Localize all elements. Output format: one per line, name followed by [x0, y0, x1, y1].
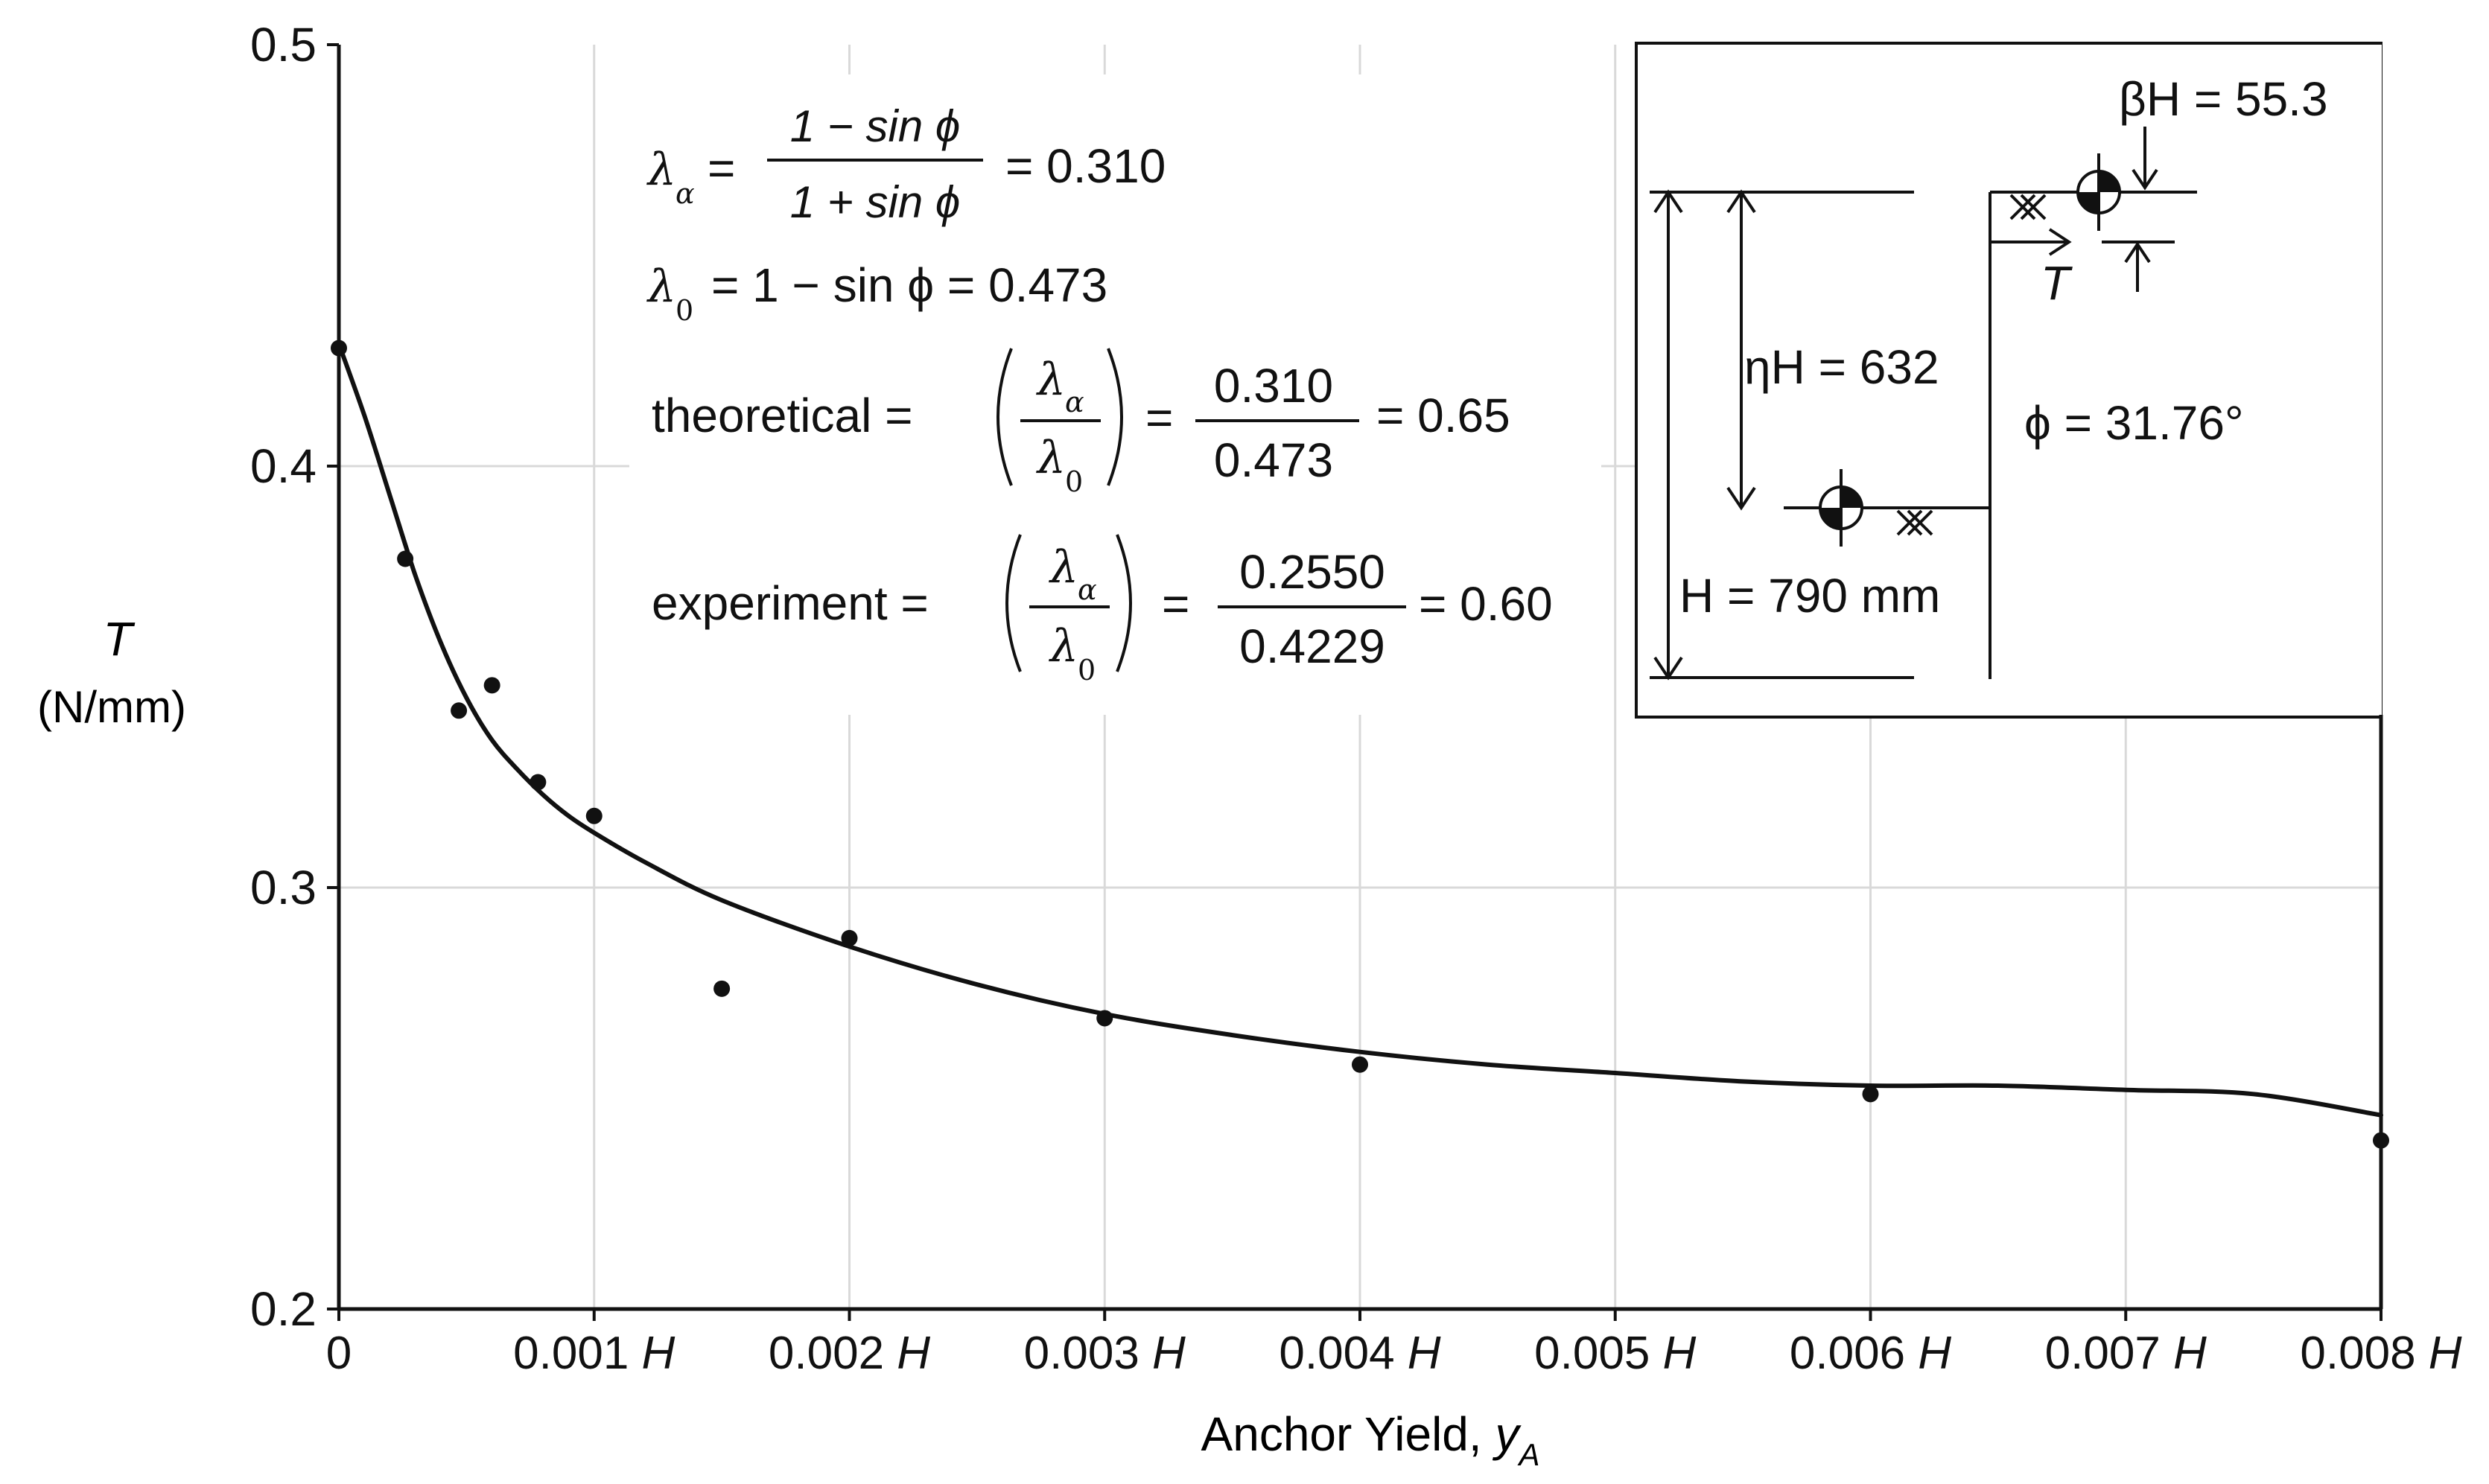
wall-diagram-inset: βH = 55.3 ηH = 632 ϕ = 31.76° H = 790 mm… — [1635, 42, 2382, 719]
lambda-zero-symbol: λ — [646, 261, 676, 313]
x-tick-label: 0.003 H — [1024, 1328, 1186, 1379]
arrow-right-icon — [2048, 228, 2072, 256]
x-axis-title: Anchor Yield, yA — [1201, 1407, 1540, 1472]
y-tick-label: 0.2 — [250, 1282, 317, 1336]
data-point — [1096, 1010, 1113, 1027]
equations-background — [629, 74, 1601, 715]
data-point — [1352, 1056, 1368, 1073]
lambda-alpha-subscript: α — [1065, 386, 1084, 418]
data-point — [1862, 1086, 1879, 1103]
x-tick-unit: H — [2161, 1328, 2207, 1379]
y-axis-unit: (N/mm) — [37, 682, 186, 732]
x-tick-label: 0 — [326, 1328, 352, 1379]
experiment-numerator: 0.2550 — [1239, 545, 1385, 599]
data-point — [397, 550, 414, 567]
data-point — [451, 702, 468, 719]
lambda-zero-equation: = 1 − sin ϕ = 0.473 — [711, 258, 1107, 312]
y-tick-label: 0.3 — [250, 861, 317, 914]
x-tick-label: 0.007 H — [2045, 1328, 2207, 1379]
lambda-alpha-subscript: α — [1078, 573, 1097, 606]
lower-centroid-icon — [1819, 469, 1863, 547]
beta-h-label: βH = 55.3 — [2119, 72, 2328, 126]
left-paren — [996, 348, 1013, 486]
left-paren — [1005, 534, 1022, 672]
y-axis-title: T — [103, 612, 135, 666]
x-axis-title-subscript: A — [1516, 1437, 1539, 1472]
lambda-zero-symbol: λ — [1049, 620, 1078, 672]
x-axis-ticks: 0 0.001 H 0.002 H 0.003 H 0.004 H 0.005 H 0.00… — [326, 1309, 2462, 1379]
x-tick-unit: H — [884, 1328, 930, 1379]
x-tick-unit: H — [2416, 1328, 2462, 1379]
equals-sign: = — [708, 141, 735, 195]
t-label: T — [2041, 256, 2073, 310]
x-tick-unit: H — [1395, 1328, 1441, 1379]
lambda-alpha-symbol: λ — [1049, 541, 1078, 593]
arrow-down-icon — [2132, 168, 2158, 191]
inset-frame — [1635, 42, 2382, 719]
equals-sign: = — [1145, 391, 1173, 445]
theoretical-label: theoretical = — [652, 389, 912, 442]
arrow-up-icon — [1726, 189, 1756, 214]
x-tick-label: 0.002 H — [769, 1328, 930, 1379]
soil-hatch-icon — [1896, 509, 1933, 536]
data-point — [713, 980, 731, 997]
data-point — [841, 929, 858, 946]
lambda-zero-subscript: 0 — [676, 294, 693, 327]
lambda-alpha-denominator: 1 + sin ϕ — [790, 177, 961, 227]
data-point — [530, 774, 547, 791]
x-tick-label: 0.004 H — [1279, 1328, 1440, 1379]
lambda-zero-symbol: λ — [1036, 432, 1066, 484]
arrow-down-icon — [1726, 486, 1756, 511]
lambda-alpha-result: = 0.310 — [1005, 139, 1166, 193]
lambda-alpha-symbol: λ — [646, 144, 676, 196]
theoretical-result: = 0.65 — [1376, 389, 1510, 442]
x-tick-unit: H — [1139, 1328, 1186, 1379]
lambda-alpha-subscript: α — [676, 177, 695, 210]
x-tick-label: 0.008 H — [2300, 1328, 2461, 1379]
x-axis-title-variable: y — [1492, 1407, 1522, 1461]
upper-centroid-icon — [2076, 153, 2121, 231]
data-point — [483, 677, 500, 694]
lambda-zero-subscript: 0 — [1065, 465, 1083, 498]
y-tick-label: 0.5 — [250, 18, 317, 71]
x-tick-unit: H — [1905, 1328, 1951, 1379]
arrow-up-icon — [2124, 241, 2151, 264]
x-tick-label: 0.001 H — [513, 1328, 675, 1379]
equals-sign: = — [1162, 577, 1189, 631]
h-label: H = 790 mm — [1679, 569, 1940, 622]
equations-annotation: λ α = 1 − sin ϕ 1 + sin ϕ = 0.310 λ 0 = … — [629, 74, 1601, 715]
y-axis-ticks: 0.2 0.3 0.4 0.5 — [250, 18, 339, 1336]
right-paren — [1107, 348, 1123, 486]
data-point — [585, 807, 603, 824]
x-tick-unit: H — [1650, 1328, 1696, 1379]
x-axis-title-text: Anchor Yield, — [1201, 1407, 1495, 1461]
x-tick-unit: H — [629, 1328, 675, 1379]
arrow-up-icon — [1653, 189, 1683, 214]
theoretical-numerator: 0.310 — [1214, 359, 1333, 413]
experiment-label: experiment = — [652, 576, 929, 630]
x-tick-label: 0.006 H — [1790, 1328, 1951, 1379]
y-tick-label: 0.4 — [250, 439, 317, 493]
lambda-zero-subscript: 0 — [1078, 654, 1096, 687]
experiment-denominator: 0.4229 — [1239, 620, 1385, 673]
arrow-down-icon — [1653, 656, 1683, 681]
experiment-result: = 0.60 — [1419, 577, 1553, 631]
lambda-alpha-symbol: λ — [1036, 354, 1066, 406]
phi-label: ϕ = 31.76° — [2024, 396, 2244, 450]
lambda-alpha-numerator: 1 − sin ϕ — [790, 101, 961, 151]
eta-h-label: ηH = 632 — [1744, 340, 1939, 394]
x-tick-label: 0.005 H — [1534, 1328, 1696, 1379]
theoretical-denominator: 0.473 — [1214, 433, 1333, 487]
soil-hatch-icon — [2009, 194, 2047, 220]
fitted-curve — [337, 341, 2383, 1118]
right-paren — [1116, 534, 1132, 672]
